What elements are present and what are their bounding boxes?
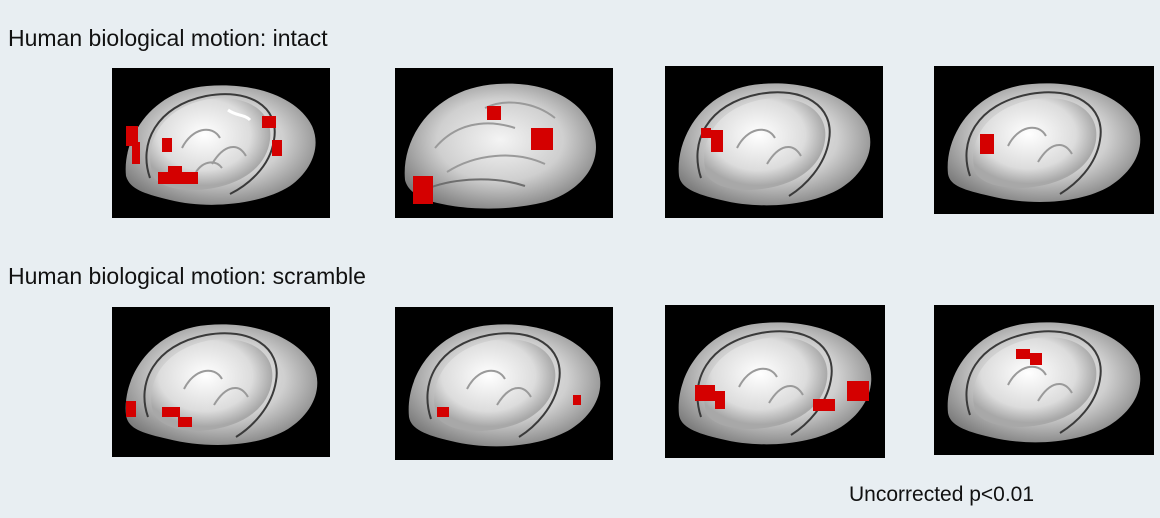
brain-panel-scramble-3 xyxy=(665,305,885,458)
brain-medial-view xyxy=(678,83,871,206)
brain-panel-intact-2 xyxy=(395,68,613,218)
activation-cluster xyxy=(126,116,282,184)
row-title-intact: Human biological motion: intact xyxy=(8,25,328,51)
brain-panel-intact-4 xyxy=(934,66,1154,214)
brain-medial-view xyxy=(408,324,601,447)
brain-medial-view xyxy=(125,324,318,445)
significance-note: Uncorrected p<0.01 xyxy=(849,483,1035,506)
brain-panel-intact-3 xyxy=(665,66,883,218)
activation-cluster xyxy=(701,128,723,152)
brain-panel-scramble-2 xyxy=(395,307,613,460)
activation-cluster xyxy=(980,134,994,154)
activation-cluster xyxy=(695,381,869,411)
row-title-scramble: Human biological motion: scramble xyxy=(8,263,366,289)
brain-panel-scramble-4 xyxy=(934,305,1154,455)
activation-cluster xyxy=(437,395,581,417)
brain-panel-intact-1 xyxy=(112,68,330,218)
brain-panel-scramble-1 xyxy=(112,307,330,457)
brain-lateral-view xyxy=(404,83,596,209)
activation-cluster xyxy=(413,106,553,204)
brain-medial-view xyxy=(947,322,1141,443)
brain-medial-view xyxy=(678,322,872,445)
activation-cluster xyxy=(126,401,192,427)
brain-medial-view xyxy=(947,83,1141,202)
activation-cluster xyxy=(1016,349,1042,365)
brain-medial-view xyxy=(125,85,316,205)
